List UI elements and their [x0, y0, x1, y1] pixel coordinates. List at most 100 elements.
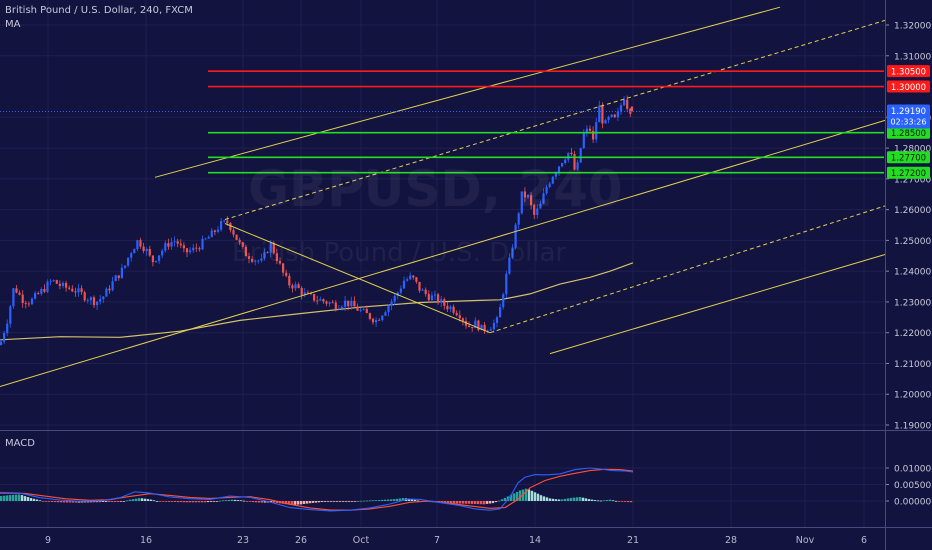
- macd-histogram-bar: [578, 497, 582, 501]
- candle-body: [480, 324, 483, 331]
- macd-histogram-bar: [620, 501, 624, 502]
- trend-lines-layer[interactable]: [0, 6, 886, 387]
- candle-body: [381, 315, 384, 320]
- channel-midline[interactable]: [224, 19, 886, 220]
- macd-histogram-bar: [164, 501, 168, 502]
- candle-body: [254, 260, 257, 262]
- support-level-tag-bg: [887, 166, 930, 179]
- y-tick-label: 1.23000: [894, 298, 931, 308]
- macd-histogram-bar: [212, 501, 216, 502]
- candle-body: [573, 154, 576, 170]
- candle-body: [375, 320, 378, 323]
- macd-histogram-bar: [317, 501, 321, 503]
- candle-body: [195, 247, 198, 249]
- macd-histogram-bar: [299, 501, 303, 505]
- trend-line[interactable]: [0, 119, 886, 387]
- macd-histogram-bar: [176, 501, 180, 503]
- x-tick-label: 14: [529, 535, 541, 546]
- candle-body: [309, 293, 313, 294]
- macd-histogram-bar: [362, 500, 366, 502]
- macd-histogram-bar: [371, 500, 375, 502]
- macd-histogram-bar: [50, 501, 54, 502]
- candle-body: [80, 288, 83, 293]
- macd-histogram-bar: [527, 489, 531, 501]
- candle-body: [406, 279, 409, 281]
- macd-histogram-bar: [161, 501, 165, 502]
- trend-line[interactable]: [224, 223, 491, 334]
- macd-histogram-bar: [113, 501, 117, 502]
- candle-body: [12, 288, 15, 307]
- candle-body: [40, 289, 43, 294]
- candle-body: [49, 280, 52, 282]
- candle-body: [297, 284, 300, 288]
- resistance-level-tag-bg: [887, 80, 930, 93]
- macd-histogram-bar: [218, 500, 222, 502]
- indicator-label: MA: [5, 19, 21, 30]
- trend-line[interactable]: [549, 254, 886, 355]
- candle-body: [421, 289, 424, 291]
- candle-body: [288, 275, 291, 286]
- candle-body: [260, 258, 263, 261]
- candle-body: [266, 252, 269, 254]
- macd-y-tick-label: 0.00000: [894, 498, 931, 508]
- candle-body: [402, 280, 406, 289]
- macd-histogram-bar: [602, 500, 606, 502]
- macd-histogram-bar: [110, 501, 114, 502]
- macd-histogram-bar: [338, 501, 342, 502]
- candle-body: [607, 117, 610, 121]
- macd-histogram-bar: [467, 501, 471, 504]
- candle-body: [492, 323, 495, 330]
- candle-body: [0, 341, 3, 345]
- candle-body: [151, 255, 154, 263]
- macd-histogram-bar: [407, 498, 411, 501]
- candle-body: [216, 229, 220, 232]
- macd-histogram-bar: [443, 501, 447, 503]
- macd-histogram-bar: [389, 499, 393, 501]
- macd-histogram-bar: [494, 501, 498, 503]
- candle-body: [344, 300, 347, 307]
- candle-body: [34, 293, 37, 299]
- horizontal-levels-layer[interactable]: [0, 70, 884, 174]
- macd-histogram-bar: [8, 495, 12, 501]
- candle-body: [142, 246, 145, 251]
- macd-histogram-bar: [557, 499, 561, 501]
- candle-body: [554, 172, 557, 177]
- candle-body: [368, 313, 371, 319]
- candle-body: [415, 277, 418, 282]
- candle-body: [251, 259, 254, 262]
- resistance-level-tag-bg: [887, 65, 930, 78]
- macd-histogram-bar: [95, 501, 99, 503]
- macd-pane[interactable]: [0, 467, 634, 512]
- macd-histogram-bar: [377, 500, 381, 501]
- candle-body: [477, 320, 480, 331]
- macd-histogram-bar: [158, 501, 162, 502]
- macd-histogram-bar: [464, 501, 468, 504]
- macd-histogram-bar: [236, 500, 240, 501]
- macd-histogram-bar: [239, 500, 243, 502]
- candle-body: [108, 288, 111, 291]
- candle-body: [536, 208, 539, 215]
- macd-histogram-bar: [245, 501, 249, 502]
- macd-histogram-bar: [188, 501, 192, 503]
- candle-body: [365, 308, 368, 314]
- candle-body: [89, 297, 92, 301]
- macd-histogram-bar: [275, 501, 279, 503]
- channel-midline[interactable]: [489, 205, 886, 334]
- candle-body: [616, 111, 619, 118]
- candle-body: [468, 325, 471, 327]
- candle-body: [303, 292, 306, 295]
- candle-body: [185, 248, 189, 253]
- macd-histogram-bar: [335, 501, 339, 502]
- trend-line[interactable]: [154, 6, 781, 178]
- candle-body: [133, 249, 136, 254]
- y-tick-label: 1.28000: [894, 145, 931, 155]
- candle-body: [21, 294, 24, 303]
- support-level-tag-bg: [887, 151, 930, 164]
- macd-histogram-bar: [203, 501, 207, 503]
- macd-histogram-bar: [554, 499, 558, 501]
- candle-body: [424, 289, 427, 294]
- x-tick-label: 23: [237, 535, 249, 546]
- candle-body: [102, 296, 105, 300]
